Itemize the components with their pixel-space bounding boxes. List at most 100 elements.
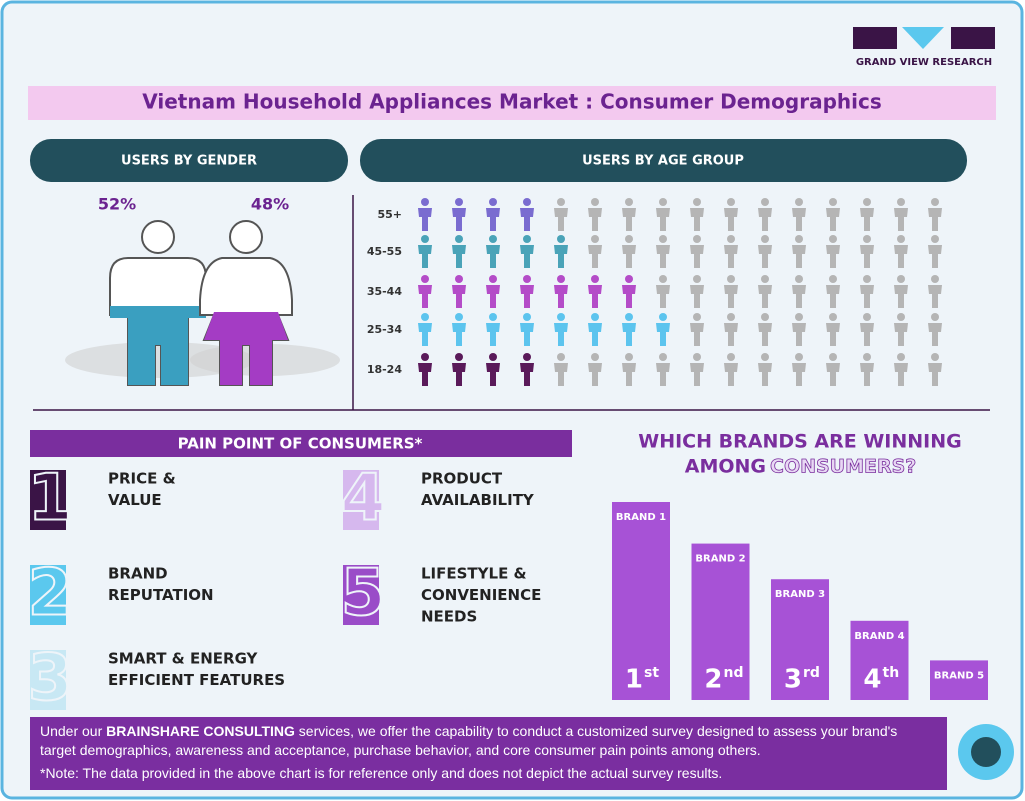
person-head <box>829 198 837 206</box>
pain-text: REPUTATION <box>108 586 214 604</box>
female-percent: 48% <box>251 195 289 214</box>
person-body <box>554 208 568 231</box>
person-head <box>829 353 837 361</box>
person-body <box>758 208 772 231</box>
person-body <box>928 245 942 268</box>
person-head <box>727 198 735 206</box>
total-icons <box>690 313 942 346</box>
brand-name: BRAND 4 <box>854 631 904 642</box>
person-head <box>795 275 803 283</box>
logo-text: GRAND VIEW RESEARCH <box>856 57 992 68</box>
title: Vietnam Household Appliances Market : Co… <box>142 90 881 114</box>
footer-box <box>30 717 947 790</box>
person-head <box>727 353 735 361</box>
person-head <box>659 313 667 321</box>
person-body <box>860 208 874 231</box>
footer-text: Under our <box>40 723 103 739</box>
person-body <box>486 245 500 268</box>
person-head <box>557 235 565 243</box>
footer: Under our BRAINSHARE CONSULTING services… <box>40 722 930 787</box>
person-head <box>659 353 667 361</box>
person-head <box>829 275 837 283</box>
pain-text: CONVENIENCE <box>421 586 541 604</box>
person-body <box>418 245 432 268</box>
brand-rank-suffix: nd <box>724 665 744 681</box>
person-head <box>421 275 429 283</box>
person-head <box>727 313 735 321</box>
person-body <box>520 285 534 308</box>
person-body <box>588 363 602 386</box>
person-body <box>724 208 738 231</box>
pain-number: 5 <box>341 557 386 631</box>
pain-number-block <box>30 565 66 625</box>
person-body <box>928 208 942 231</box>
person-head <box>421 198 429 206</box>
brand-rank-suffix: rd <box>803 665 820 681</box>
age-heading: USERS BY AGE GROUP <box>582 154 744 169</box>
person-head <box>659 235 667 243</box>
person-head <box>863 275 871 283</box>
person-body <box>724 245 738 268</box>
person-body <box>894 323 908 346</box>
total-icons <box>656 275 942 308</box>
person-body <box>860 245 874 268</box>
person-head <box>897 275 905 283</box>
person-body <box>690 323 704 346</box>
chat-icon-inner <box>971 737 1001 767</box>
person-head <box>931 313 939 321</box>
person-head <box>795 313 803 321</box>
person-head <box>693 198 701 206</box>
person-head <box>523 313 531 321</box>
person-body <box>690 208 704 231</box>
person-body <box>792 363 806 386</box>
person-head <box>523 198 531 206</box>
pain-number: 3 <box>28 642 73 716</box>
person-body <box>792 323 806 346</box>
person-head <box>421 235 429 243</box>
person-head <box>693 275 701 283</box>
person-head <box>727 235 735 243</box>
person-head <box>523 353 531 361</box>
person-head <box>931 198 939 206</box>
person-head <box>727 275 735 283</box>
head <box>141 220 175 254</box>
person-head <box>693 353 701 361</box>
person-head <box>557 275 565 283</box>
person-body <box>554 363 568 386</box>
person-head <box>523 235 531 243</box>
highlighted-icons <box>418 313 670 346</box>
age-label: 35-44 <box>367 285 403 298</box>
footer-bold: BRAINSHARE CONSULTING <box>106 723 295 739</box>
person-body <box>758 323 772 346</box>
age-label: 55+ <box>377 208 402 221</box>
person-body <box>418 363 432 386</box>
person-head <box>829 235 837 243</box>
person-head <box>761 313 769 321</box>
person-body <box>724 363 738 386</box>
gender-heading: USERS BY GENDER <box>121 154 257 169</box>
person-body <box>758 245 772 268</box>
age-label: 18-24 <box>367 363 403 376</box>
pain-number-block <box>30 650 66 710</box>
person-body <box>656 245 670 268</box>
person-head <box>761 235 769 243</box>
person-body <box>792 245 806 268</box>
person-head <box>795 235 803 243</box>
person-body <box>826 363 840 386</box>
pain-number: 4 <box>341 462 386 536</box>
brand-name: BRAND 1 <box>616 512 666 523</box>
person-body <box>690 245 704 268</box>
brand-bar <box>612 502 670 700</box>
person-body <box>656 285 670 308</box>
person-body <box>860 285 874 308</box>
person-body <box>452 323 466 346</box>
highlighted-icons <box>418 275 636 308</box>
person-body <box>826 208 840 231</box>
person-body <box>656 363 670 386</box>
person-body <box>622 245 636 268</box>
person-body <box>826 245 840 268</box>
person-body <box>588 323 602 346</box>
person-head <box>489 353 497 361</box>
person-body <box>452 245 466 268</box>
person-head <box>659 275 667 283</box>
